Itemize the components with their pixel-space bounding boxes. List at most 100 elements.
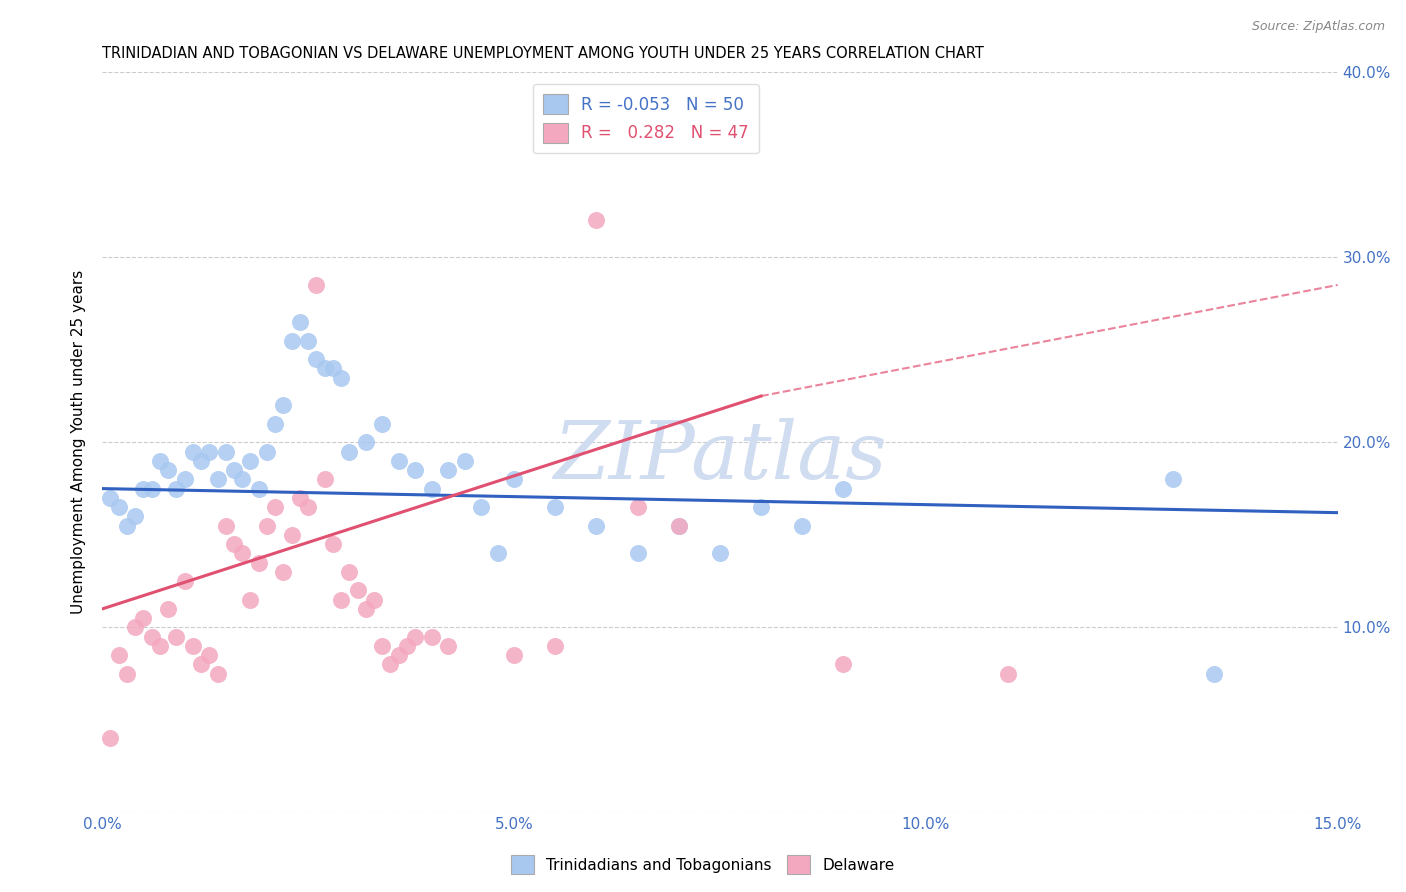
Point: [420, 482, 443, 496]
Point: [239, 592, 262, 607]
Point: [1204, 666, 1226, 681]
Point: [124, 620, 146, 634]
Point: [198, 444, 221, 458]
Point: [280, 334, 302, 348]
Point: [273, 565, 295, 579]
Point: [107, 648, 129, 663]
Point: [115, 518, 138, 533]
Point: [132, 611, 155, 625]
Point: [346, 583, 368, 598]
Point: [420, 630, 443, 644]
Point: [297, 334, 319, 348]
Point: [486, 546, 509, 560]
Point: [832, 657, 855, 672]
Point: [322, 361, 344, 376]
Point: [404, 630, 426, 644]
Point: [792, 518, 814, 533]
Legend: R = -0.053   N = 50, R =   0.282   N = 47: R = -0.053 N = 50, R = 0.282 N = 47: [533, 84, 759, 153]
Legend: Trinidadians and Tobagonians, Delaware: Trinidadians and Tobagonians, Delaware: [505, 849, 901, 880]
Point: [190, 454, 212, 468]
Point: [231, 472, 253, 486]
Point: [215, 444, 238, 458]
Point: [371, 417, 394, 431]
Point: [149, 454, 172, 468]
Point: [544, 639, 567, 653]
Point: [337, 565, 360, 579]
Point: [585, 213, 607, 227]
Point: [354, 602, 377, 616]
Point: [437, 639, 460, 653]
Point: [314, 472, 336, 486]
Point: [626, 546, 648, 560]
Point: [132, 482, 155, 496]
Point: [544, 500, 567, 515]
Point: [749, 500, 772, 515]
Point: [165, 630, 187, 644]
Point: [141, 482, 163, 496]
Point: [322, 537, 344, 551]
Point: [371, 639, 394, 653]
Text: Source: ZipAtlas.com: Source: ZipAtlas.com: [1251, 20, 1385, 33]
Text: TRINIDADIAN AND TOBAGONIAN VS DELAWARE UNEMPLOYMENT AMONG YOUTH UNDER 25 YEARS C: TRINIDADIAN AND TOBAGONIAN VS DELAWARE U…: [103, 46, 984, 62]
Point: [288, 491, 311, 505]
Point: [997, 666, 1019, 681]
Point: [503, 648, 526, 663]
Point: [668, 518, 690, 533]
Point: [141, 630, 163, 644]
Point: [115, 666, 138, 681]
Point: [157, 463, 180, 477]
Point: [1161, 472, 1184, 486]
Point: [337, 444, 360, 458]
Point: [256, 444, 278, 458]
Point: [207, 666, 229, 681]
Point: [314, 361, 336, 376]
Point: [437, 463, 460, 477]
Point: [181, 639, 204, 653]
Point: [305, 351, 328, 366]
Point: [222, 537, 245, 551]
Point: [363, 592, 385, 607]
Point: [709, 546, 731, 560]
Point: [503, 472, 526, 486]
Point: [264, 500, 287, 515]
Point: [668, 518, 690, 533]
Point: [100, 731, 122, 746]
Point: [273, 398, 295, 412]
Point: [173, 472, 195, 486]
Point: [388, 648, 411, 663]
Point: [247, 556, 270, 570]
Point: [198, 648, 221, 663]
Point: [124, 509, 146, 524]
Point: [330, 592, 353, 607]
Point: [149, 639, 172, 653]
Point: [288, 315, 311, 329]
Point: [190, 657, 212, 672]
Point: [256, 518, 278, 533]
Point: [222, 463, 245, 477]
Point: [330, 370, 353, 384]
Point: [585, 518, 607, 533]
Point: [395, 639, 418, 653]
Point: [157, 602, 180, 616]
Point: [165, 482, 187, 496]
Y-axis label: Unemployment Among Youth under 25 years: Unemployment Among Youth under 25 years: [72, 270, 86, 615]
Point: [470, 500, 492, 515]
Point: [305, 277, 328, 292]
Point: [100, 491, 122, 505]
Point: [388, 454, 411, 468]
Point: [297, 500, 319, 515]
Point: [380, 657, 402, 672]
Point: [215, 518, 238, 533]
Point: [107, 500, 129, 515]
Text: ZIPatlas: ZIPatlas: [553, 418, 887, 496]
Point: [181, 444, 204, 458]
Point: [404, 463, 426, 477]
Point: [354, 435, 377, 450]
Point: [264, 417, 287, 431]
Point: [231, 546, 253, 560]
Point: [453, 454, 475, 468]
Point: [247, 482, 270, 496]
Point: [173, 574, 195, 589]
Point: [280, 528, 302, 542]
Point: [239, 454, 262, 468]
